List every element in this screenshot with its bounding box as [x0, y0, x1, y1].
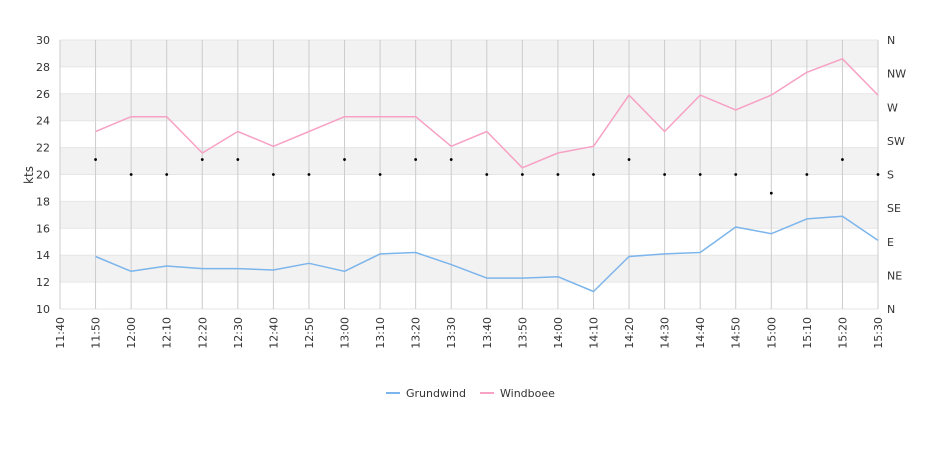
direction-point — [343, 158, 346, 161]
y-axis-title: kts — [22, 166, 36, 184]
y-tick-label: 26 — [36, 88, 50, 101]
y-tick-label: 12 — [36, 276, 50, 289]
x-tick-label: 12:30 — [232, 317, 245, 349]
x-tick-label: 15:20 — [836, 317, 849, 349]
direction-point — [94, 158, 97, 161]
x-tick-label: 13:10 — [374, 317, 387, 349]
x-tick-label: 12:50 — [303, 317, 316, 349]
direction-point — [129, 173, 133, 176]
y-axis-right: N NE E SE S SW W NW N — [887, 34, 906, 316]
direction-markers — [94, 158, 880, 195]
x-tick-label: 13:20 — [410, 317, 423, 349]
plot-band — [60, 282, 878, 309]
x-tick-label: 14:20 — [623, 317, 636, 349]
y-tick-label: 28 — [36, 61, 50, 74]
plot-band — [60, 174, 878, 202]
x-tick-label: 11:50 — [90, 317, 103, 349]
plot-band — [60, 147, 878, 175]
direction-point — [485, 173, 489, 176]
direction-tick-label: N — [887, 303, 895, 316]
x-tick-label: 14:10 — [587, 317, 600, 349]
plot-band — [60, 40, 878, 67]
y-axis-left: 10 12 14 16 18 20 22 24 26 28 30 — [36, 34, 50, 316]
direction-tick-label: NW — [887, 68, 906, 81]
legend-label: Grundwind — [406, 387, 466, 400]
legend-item-windboee[interactable]: Windboee — [480, 387, 555, 400]
direction-tick-label: E — [887, 236, 894, 249]
plot-band — [60, 66, 878, 94]
direction-point — [200, 158, 204, 161]
direction-point — [769, 191, 773, 195]
x-tick-label: 14:00 — [552, 317, 565, 349]
x-tick-label: 12:40 — [267, 317, 280, 349]
direction-tick-label: S — [887, 169, 894, 182]
x-tick-label: 15:10 — [801, 317, 814, 349]
direction-point — [556, 173, 560, 176]
plot-band — [60, 93, 878, 121]
direction-point — [307, 173, 311, 176]
y-tick-label: 22 — [36, 142, 50, 155]
x-tick-label: 13:30 — [445, 317, 458, 349]
x-tick-label: 15:00 — [765, 317, 778, 349]
series-layer — [95, 58, 879, 293]
legend-label: Windboee — [500, 387, 555, 400]
x-tick-label: 13:00 — [339, 317, 352, 349]
direction-tick-label: N — [887, 34, 895, 47]
y-tick-label: 30 — [36, 34, 50, 47]
legend[interactable]: Grundwind Windboee — [386, 387, 555, 400]
x-tick-label: 12:00 — [125, 317, 138, 349]
direction-tick-label: SE — [887, 202, 901, 215]
direction-point — [876, 173, 880, 176]
direction-tick-label: W — [887, 101, 898, 114]
legend-item-grundwind[interactable]: Grundwind — [386, 387, 466, 400]
x-tick-label: 14:30 — [659, 317, 672, 349]
x-tick-label: 14:50 — [730, 317, 743, 349]
direction-point — [663, 173, 667, 176]
x-tick-label: 12:10 — [161, 317, 174, 349]
direction-point — [698, 173, 702, 176]
direction-point — [236, 158, 240, 161]
direction-point — [414, 158, 418, 161]
x-tick-label: 12:20 — [196, 317, 209, 349]
y-tick-label: 18 — [36, 195, 50, 208]
direction-point — [805, 173, 809, 176]
x-tick-label: 13:50 — [516, 317, 529, 349]
x-tick-label: 15:30 — [872, 317, 885, 349]
direction-point — [841, 158, 844, 161]
direction-point — [520, 173, 524, 176]
series-line-windboee[interactable] — [95, 58, 879, 169]
x-tick-label: 14:40 — [694, 317, 707, 349]
direction-point — [165, 173, 169, 176]
direction-point — [734, 173, 738, 176]
plot-band — [60, 228, 878, 256]
direction-point — [627, 158, 631, 161]
x-tick-label: 11:40 — [54, 317, 67, 349]
direction-point — [271, 173, 275, 176]
y-tick-label: 24 — [36, 115, 50, 128]
direction-point — [449, 158, 453, 161]
plot-band — [60, 120, 878, 148]
x-tick-label: 13:40 — [481, 317, 494, 349]
direction-point — [378, 173, 382, 176]
y-tick-label: 10 — [36, 303, 50, 316]
plot-band — [60, 201, 878, 229]
plot-bands — [60, 40, 878, 309]
y-tick-label: 14 — [36, 249, 50, 262]
x-axis: 11:40 11:50 12:00 12:10 12:20 12:30 12:40 12:50… — [54, 317, 885, 349]
y-tick-label: 16 — [36, 222, 50, 235]
y-tick-label: 20 — [36, 169, 50, 182]
series-line-grundwind[interactable] — [95, 215, 879, 293]
plot-band — [60, 255, 878, 283]
direction-point — [592, 173, 595, 176]
direction-tick-label: SW — [887, 135, 905, 148]
direction-tick-label: NE — [887, 269, 902, 282]
